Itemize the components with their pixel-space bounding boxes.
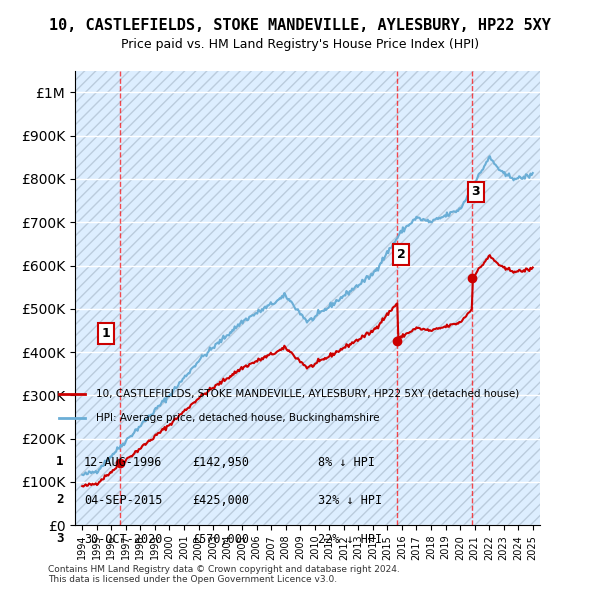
Text: 04-SEP-2015: 04-SEP-2015	[84, 494, 163, 507]
Text: 3: 3	[472, 185, 480, 198]
Text: 2: 2	[56, 493, 64, 506]
Text: HPI: Average price, detached house, Buckinghamshire: HPI: Average price, detached house, Buck…	[96, 413, 380, 422]
Text: £425,000: £425,000	[192, 494, 249, 507]
Text: 30-OCT-2020: 30-OCT-2020	[84, 533, 163, 546]
Text: 8% ↓ HPI: 8% ↓ HPI	[318, 456, 375, 469]
Text: 32% ↓ HPI: 32% ↓ HPI	[318, 494, 382, 507]
Text: £570,000: £570,000	[192, 533, 249, 546]
Text: 1: 1	[101, 327, 110, 340]
Text: 2: 2	[397, 248, 406, 261]
Text: £142,950: £142,950	[192, 456, 249, 469]
Text: 22% ↓ HPI: 22% ↓ HPI	[318, 533, 382, 546]
Text: 10, CASTLEFIELDS, STOKE MANDEVILLE, AYLESBURY, HP22 5XY (detached house): 10, CASTLEFIELDS, STOKE MANDEVILLE, AYLE…	[96, 389, 520, 399]
Text: 1: 1	[56, 455, 64, 468]
Text: 12-AUG-1996: 12-AUG-1996	[84, 456, 163, 469]
Text: Contains HM Land Registry data © Crown copyright and database right 2024.
This d: Contains HM Land Registry data © Crown c…	[48, 565, 400, 584]
Text: Price paid vs. HM Land Registry's House Price Index (HPI): Price paid vs. HM Land Registry's House …	[121, 38, 479, 51]
Text: 10, CASTLEFIELDS, STOKE MANDEVILLE, AYLESBURY, HP22 5XY: 10, CASTLEFIELDS, STOKE MANDEVILLE, AYLE…	[49, 18, 551, 32]
Text: 3: 3	[56, 532, 64, 545]
